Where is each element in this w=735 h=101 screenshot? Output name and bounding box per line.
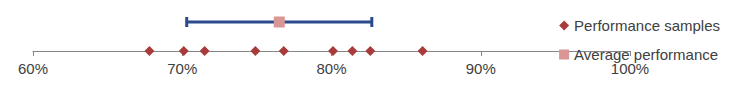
- svg-text:60%: 60%: [18, 60, 48, 77]
- svg-text:100%: 100%: [610, 60, 650, 77]
- svg-text:80%: 80%: [316, 60, 346, 77]
- svg-text:Performance samples: Performance samples: [574, 17, 720, 34]
- svg-text:Average performance: Average performance: [574, 46, 718, 63]
- svg-text:90%: 90%: [466, 60, 496, 77]
- svg-text:70%: 70%: [167, 60, 197, 77]
